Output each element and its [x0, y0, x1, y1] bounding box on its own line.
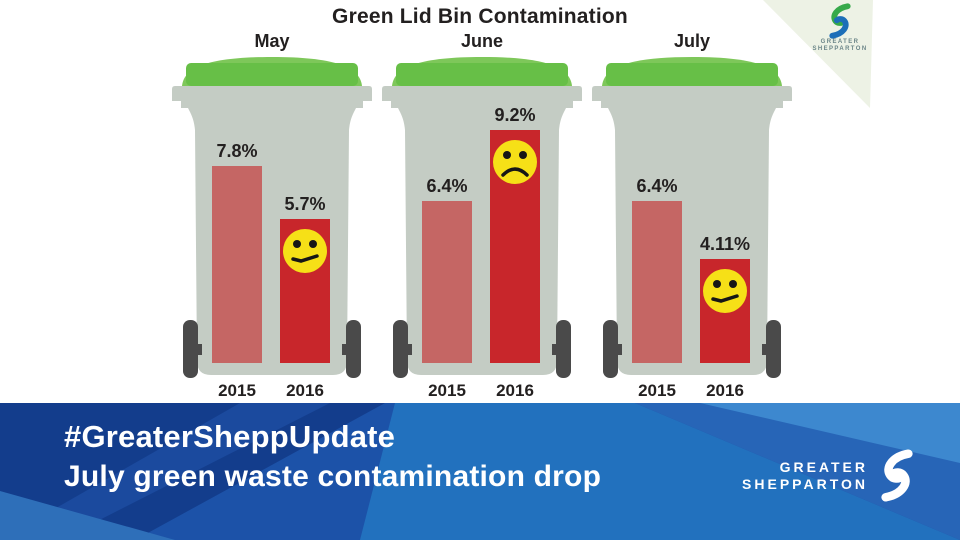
banner-text-block: #GreaterSheppUpdate July green waste con…: [64, 417, 601, 497]
year-label-2016: 2016: [496, 381, 534, 400]
wheel-left: [393, 320, 408, 378]
shepparton-s-icon: [829, 3, 851, 39]
bin-group-may: May 7.8% 5.7% 2015 2016: [172, 30, 372, 405]
banner-logo: Greater Shepparton: [742, 449, 916, 502]
bar-value-2015: 6.4%: [636, 176, 677, 196]
lid-face: [186, 63, 358, 86]
banner-hashtag: #GreaterSheppUpdate: [64, 419, 396, 454]
bin-group-june: June 6.4% 9.2% 2015 2016: [382, 30, 582, 405]
bottom-banner: #GreaterSheppUpdate July green waste con…: [0, 403, 960, 540]
wheel-left-axle: [198, 344, 202, 355]
bin-chart-may: 7.8% 5.7% 2015 2016: [172, 57, 372, 400]
bin-rim: [172, 86, 372, 108]
bar-value-2015: 6.4%: [426, 176, 467, 196]
year-label-2016: 2016: [706, 381, 744, 400]
bar-2015: [212, 166, 262, 363]
year-label-2015: 2015: [638, 381, 676, 400]
year-label-2016: 2016: [286, 381, 324, 400]
year-label-2015: 2015: [428, 381, 466, 400]
bin-chart-june: 6.4% 9.2% 2015 2016: [382, 57, 582, 400]
wheel-left: [603, 320, 618, 378]
banner-logo-text: Greater Shepparton: [742, 459, 868, 493]
wheel-right-axle: [552, 344, 556, 355]
wheel-right-axle: [342, 344, 346, 355]
wheel-left-axle: [618, 344, 622, 355]
banner-background: [0, 403, 960, 540]
bar-2015: [632, 201, 682, 363]
month-label: July: [673, 31, 711, 51]
corner-logo-line2: Shepparton: [812, 46, 868, 52]
banner-logo-line1: Greater: [779, 458, 868, 475]
page-title: Green Lid Bin Contamination: [332, 5, 628, 28]
bin-chart-july: 6.4% 4.11% 2015 2016: [592, 57, 792, 400]
wheel-left: [183, 320, 198, 378]
lid-face: [606, 63, 778, 86]
year-label-2015: 2015: [218, 381, 256, 400]
corner-logo: Greater Shepparton: [800, 3, 880, 53]
corner-logo-line1: Greater: [820, 39, 860, 45]
bin-group-july: July 6.4% 4.11% 2015 2016: [592, 30, 792, 405]
bar-value-2016: 4.11%: [700, 234, 750, 254]
wheel-left-axle: [408, 344, 412, 355]
banner-logo-line2: Shepparton: [742, 475, 868, 492]
wheel-right: [766, 320, 781, 378]
bar-2015: [422, 201, 472, 363]
shepparton-s-white-icon: [881, 449, 913, 502]
month-label: May: [254, 31, 290, 51]
sad-face-icon: [493, 140, 537, 184]
meh-face-icon: [283, 229, 327, 273]
wheel-right: [556, 320, 571, 378]
bar-value-2016: 9.2%: [494, 105, 535, 125]
s-bottom-swoosh: [829, 16, 849, 39]
wheel-right-axle: [762, 344, 766, 355]
lid-face: [396, 63, 568, 86]
month-label: June: [460, 31, 503, 51]
banner-subtitle: July green waste contamination drop: [64, 460, 602, 493]
bar-value-2016: 5.7%: [284, 194, 325, 214]
wheel-right: [346, 320, 361, 378]
bin-rim: [382, 86, 582, 108]
bar-value-2015: 7.8%: [216, 141, 257, 161]
bin-rim: [592, 86, 792, 108]
meh-face-icon: [703, 269, 747, 313]
